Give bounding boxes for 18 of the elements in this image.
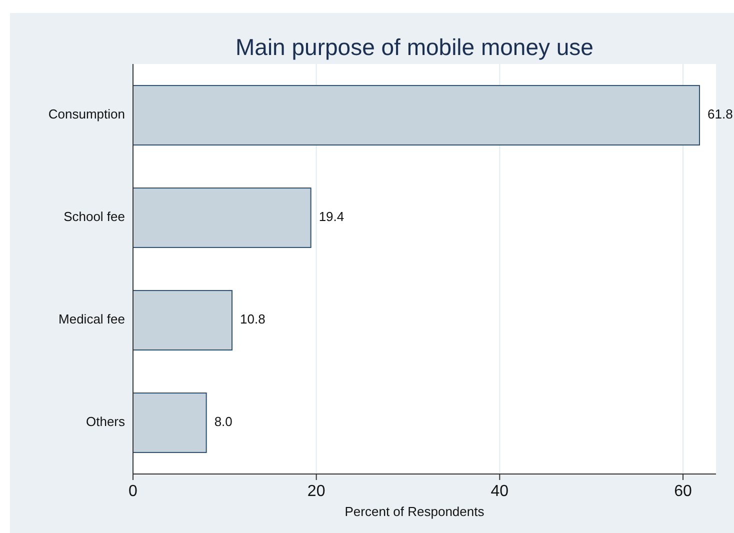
bar [132,392,207,453]
bar [132,188,312,248]
x-axis-title: Percent of Respondents [344,504,485,519]
y-tick-label: Others [86,414,126,430]
bar [132,85,700,146]
y-tick-label: Consumption [48,106,125,122]
data-label: 61.8 [708,106,733,122]
chart-title: Main purpose of mobile money use [236,34,594,60]
data-label: 19.4 [318,209,344,224]
data-label: 10.8 [240,312,266,327]
x-tick-label: 60 [674,483,692,500]
x-tick-label: 0 [128,483,138,500]
x-tick-label: 40 [490,483,509,500]
data-label: 8.0 [214,414,232,430]
x-tick-label: 20 [307,483,326,500]
y-tick-label: School fee [64,209,125,224]
y-tick-label: Medical fee [58,312,125,327]
bar [132,290,232,350]
